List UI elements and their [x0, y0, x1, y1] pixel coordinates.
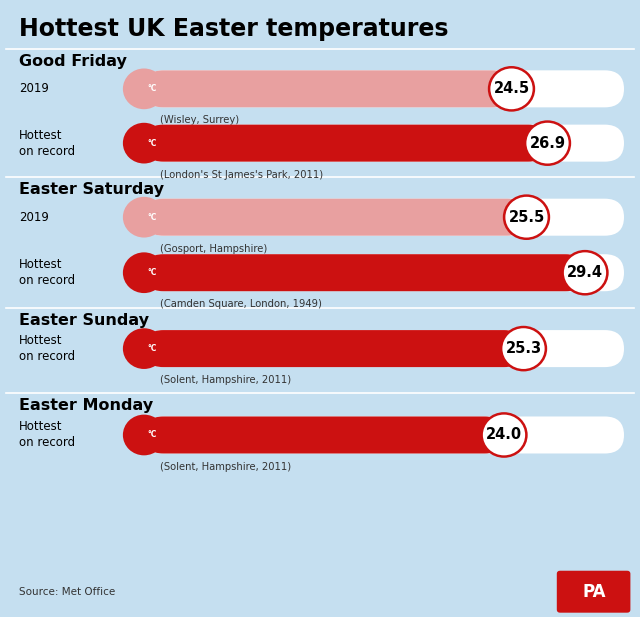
Text: Easter Sunday: Easter Sunday [19, 313, 149, 328]
Text: °C: °C [148, 85, 157, 93]
FancyBboxPatch shape [144, 70, 624, 107]
FancyBboxPatch shape [144, 125, 624, 162]
Circle shape [483, 415, 525, 455]
Circle shape [123, 197, 165, 238]
FancyBboxPatch shape [144, 199, 527, 236]
Circle shape [123, 68, 165, 109]
Text: 25.3: 25.3 [506, 341, 541, 356]
Text: Hottest
on record: Hottest on record [19, 258, 76, 288]
FancyBboxPatch shape [144, 199, 624, 236]
Text: 2019: 2019 [19, 82, 49, 96]
Text: Source: Met Office: Source: Met Office [19, 587, 115, 597]
Text: (Wisley, Surrey): (Wisley, Surrey) [160, 115, 239, 125]
Text: Good Friday: Good Friday [19, 54, 127, 68]
Text: PA: PA [582, 582, 605, 601]
Circle shape [490, 68, 532, 109]
FancyBboxPatch shape [144, 254, 624, 291]
Text: (Solent, Hampshire, 2011): (Solent, Hampshire, 2011) [160, 375, 291, 385]
FancyBboxPatch shape [144, 416, 504, 453]
Circle shape [123, 252, 165, 293]
FancyBboxPatch shape [144, 254, 585, 291]
Text: 24.5: 24.5 [493, 81, 529, 96]
Text: Hottest UK Easter temperatures: Hottest UK Easter temperatures [19, 17, 449, 41]
Text: (Solent, Hampshire, 2011): (Solent, Hampshire, 2011) [160, 462, 291, 471]
Text: °C: °C [148, 344, 157, 353]
FancyBboxPatch shape [144, 330, 524, 367]
Text: Easter Saturday: Easter Saturday [19, 182, 164, 197]
Circle shape [488, 66, 535, 112]
Text: 29.4: 29.4 [567, 265, 603, 280]
Text: (Camden Square, London, 1949): (Camden Square, London, 1949) [160, 299, 322, 309]
FancyBboxPatch shape [144, 330, 624, 367]
Circle shape [561, 250, 609, 296]
Circle shape [502, 328, 545, 369]
Text: (London's St James's Park, 2011): (London's St James's Park, 2011) [160, 170, 323, 180]
Text: Hottest
on record: Hottest on record [19, 128, 76, 158]
FancyBboxPatch shape [557, 571, 630, 613]
FancyBboxPatch shape [144, 125, 547, 162]
Circle shape [526, 123, 568, 164]
Text: (Gosport, Hampshire): (Gosport, Hampshire) [160, 244, 268, 254]
Text: Hottest
on record: Hottest on record [19, 420, 76, 450]
FancyBboxPatch shape [144, 70, 511, 107]
Text: °C: °C [148, 431, 157, 439]
Circle shape [524, 120, 571, 166]
Circle shape [123, 328, 165, 369]
Circle shape [480, 412, 527, 458]
Circle shape [123, 415, 165, 455]
Text: Hottest
on record: Hottest on record [19, 334, 76, 363]
Circle shape [503, 194, 550, 240]
Circle shape [123, 123, 165, 164]
FancyBboxPatch shape [144, 416, 624, 453]
Text: °C: °C [148, 268, 157, 277]
Circle shape [500, 326, 547, 371]
Text: °C: °C [148, 139, 157, 147]
Circle shape [564, 252, 606, 293]
Circle shape [506, 197, 548, 238]
Text: °C: °C [148, 213, 157, 222]
Text: 26.9: 26.9 [529, 136, 566, 151]
Text: 2019: 2019 [19, 210, 49, 224]
Text: 25.5: 25.5 [508, 210, 545, 225]
Text: Easter Monday: Easter Monday [19, 398, 154, 413]
Text: 24.0: 24.0 [486, 428, 522, 442]
